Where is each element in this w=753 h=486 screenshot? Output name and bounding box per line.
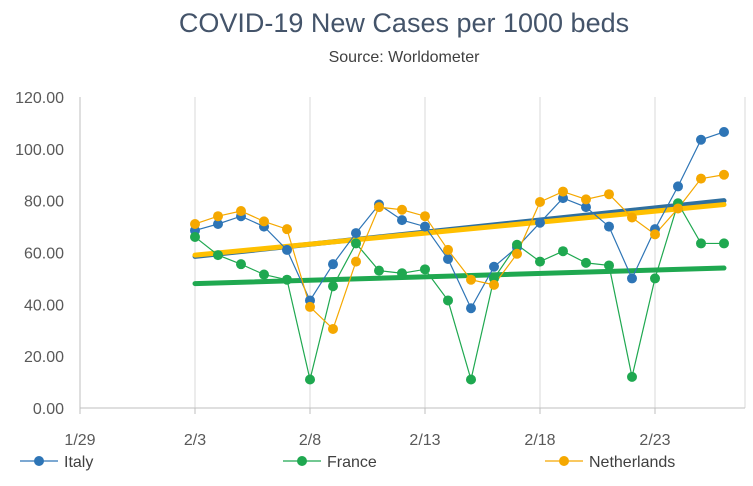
data-point-france (650, 273, 660, 284)
data-point-france (351, 238, 361, 249)
data-point-netherlands (627, 212, 637, 223)
data-point-netherlands (328, 323, 338, 334)
y-tick-label: 0.00 (33, 401, 64, 418)
data-point-france (305, 374, 315, 385)
x-tick-label: 2/13 (409, 432, 440, 449)
data-point-netherlands (305, 301, 315, 312)
data-point-netherlands (236, 206, 246, 217)
data-point-france (213, 250, 223, 261)
data-point-italy (466, 303, 476, 314)
data-point-france (397, 268, 407, 279)
data-point-italy (443, 253, 453, 264)
data-point-italy (696, 134, 706, 145)
data-point-france (627, 371, 637, 382)
data-point-france (236, 259, 246, 270)
y-tick-label: 60.00 (24, 246, 64, 263)
data-point-netherlands (558, 186, 568, 197)
chart-title: COVID-19 New Cases per 1000 beds (179, 8, 629, 38)
data-point-france (604, 260, 614, 271)
trendlines (192, 198, 727, 287)
data-point-netherlands (420, 211, 430, 222)
legend-label-france: France (327, 454, 377, 471)
legend-marker-netherlands (559, 456, 569, 466)
data-point-italy (673, 181, 683, 192)
data-point-france (696, 238, 706, 249)
data-point-netherlands (696, 173, 706, 184)
grid (194, 97, 746, 408)
data-point-italy (282, 244, 292, 255)
data-point-italy (397, 215, 407, 226)
data-point-netherlands (351, 256, 361, 267)
x-tick-label: 2/8 (299, 432, 321, 449)
data-point-netherlands (282, 224, 292, 235)
data-point-italy (719, 126, 729, 137)
x-tick-label: 1/29 (64, 432, 95, 449)
data-point-netherlands (259, 216, 269, 227)
data-point-netherlands (374, 202, 384, 213)
y-tick-label: 40.00 (24, 297, 64, 314)
series-line-italy (194, 131, 725, 310)
data-point-italy (328, 259, 338, 270)
data-point-netherlands (489, 279, 499, 290)
y-tick-label: 120.00 (15, 90, 64, 107)
data-point-netherlands (650, 229, 660, 240)
data-point-france (581, 257, 591, 268)
legend-marker-france (297, 456, 307, 466)
data-point-france (535, 256, 545, 267)
x-tick-label: 2/3 (184, 432, 206, 449)
data-point-netherlands (512, 248, 522, 259)
data-point-france (420, 264, 430, 275)
trendline-france (192, 265, 727, 287)
data-point-france (282, 274, 292, 285)
data-point-italy (627, 273, 637, 284)
y-tick-label: 80.00 (24, 194, 64, 211)
y-tick-label: 20.00 (24, 349, 64, 366)
data-point-france (259, 269, 269, 280)
data-point-france (374, 265, 384, 276)
x-tick-label: 2/18 (524, 432, 555, 449)
data-point-netherlands (213, 211, 223, 222)
data-point-italy (489, 261, 499, 272)
legend-label-netherlands: Netherlands (589, 454, 675, 471)
data-point-italy (535, 217, 545, 228)
data-point-italy (581, 202, 591, 213)
data-point-netherlands (397, 204, 407, 215)
data-point-italy (351, 228, 361, 239)
data-point-italy (420, 221, 430, 232)
data-point-france (512, 239, 522, 250)
data-point-netherlands (443, 244, 453, 255)
data-point-italy (213, 218, 223, 229)
data-point-netherlands (190, 218, 200, 229)
chart-subtitle: Source: Worldometer (329, 49, 481, 66)
legend-marker-italy (34, 456, 44, 466)
data-point-france (719, 238, 729, 249)
legend: Italy France Netherlands (20, 454, 675, 471)
trendline-netherlands (192, 202, 727, 258)
data-point-netherlands (466, 274, 476, 285)
legend-label-italy: Italy (64, 454, 93, 471)
series (190, 126, 729, 385)
data-point-france (190, 231, 200, 242)
data-point-france (558, 246, 568, 257)
y-tick-label: 100.00 (15, 142, 64, 159)
data-point-france (443, 295, 453, 306)
data-point-netherlands (673, 203, 683, 214)
data-point-italy (604, 221, 614, 232)
x-tick-label: 2/23 (639, 432, 670, 449)
data-point-netherlands (604, 189, 614, 200)
data-point-france (328, 281, 338, 292)
data-point-france (466, 374, 476, 385)
data-point-netherlands (581, 194, 591, 205)
data-point-netherlands (535, 196, 545, 207)
data-point-netherlands (719, 169, 729, 180)
axes: 1/29 2/3 2/8 2/13 2/18 2/23 0.00 20.00 40.00 60.0… (15, 90, 745, 449)
